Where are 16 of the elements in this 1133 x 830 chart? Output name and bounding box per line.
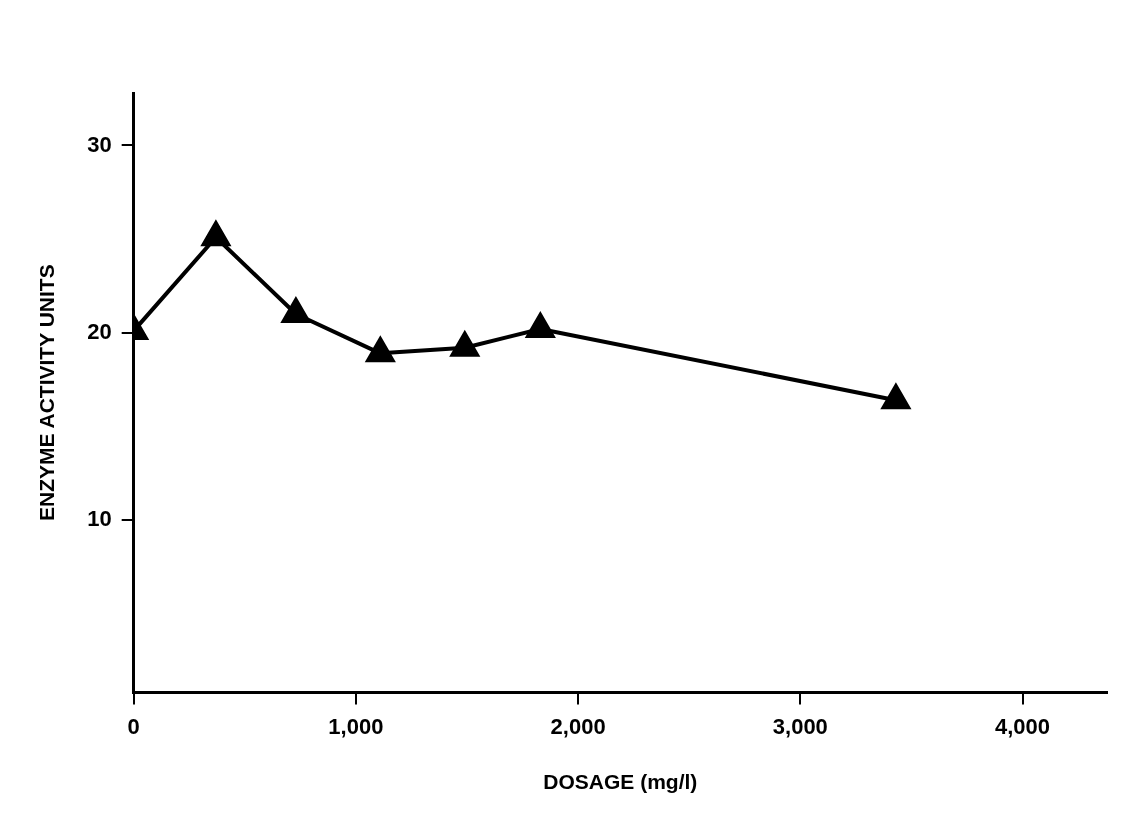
x-tick-label: 4,000 bbox=[995, 713, 1051, 739]
x-axis-title: DOSAGE (mg/l) bbox=[543, 770, 698, 794]
x-tick-label: 3,000 bbox=[772, 713, 828, 739]
point bbox=[281, 298, 311, 324]
y-axis-title: ENZYME ACTIVITY UNITS bbox=[35, 264, 59, 522]
point bbox=[526, 313, 555, 339]
point bbox=[201, 221, 231, 247]
x-tick-label: 1,000 bbox=[328, 713, 384, 739]
y-tick-label: 10 bbox=[87, 506, 112, 532]
point bbox=[881, 384, 911, 410]
x-tick-label: 0 bbox=[127, 713, 140, 739]
point bbox=[366, 337, 395, 363]
x-tick-label: 2,000 bbox=[550, 713, 606, 739]
y-tick-label: 20 bbox=[87, 318, 112, 344]
point bbox=[449, 329, 481, 357]
y-tick-label: 30 bbox=[87, 131, 112, 157]
